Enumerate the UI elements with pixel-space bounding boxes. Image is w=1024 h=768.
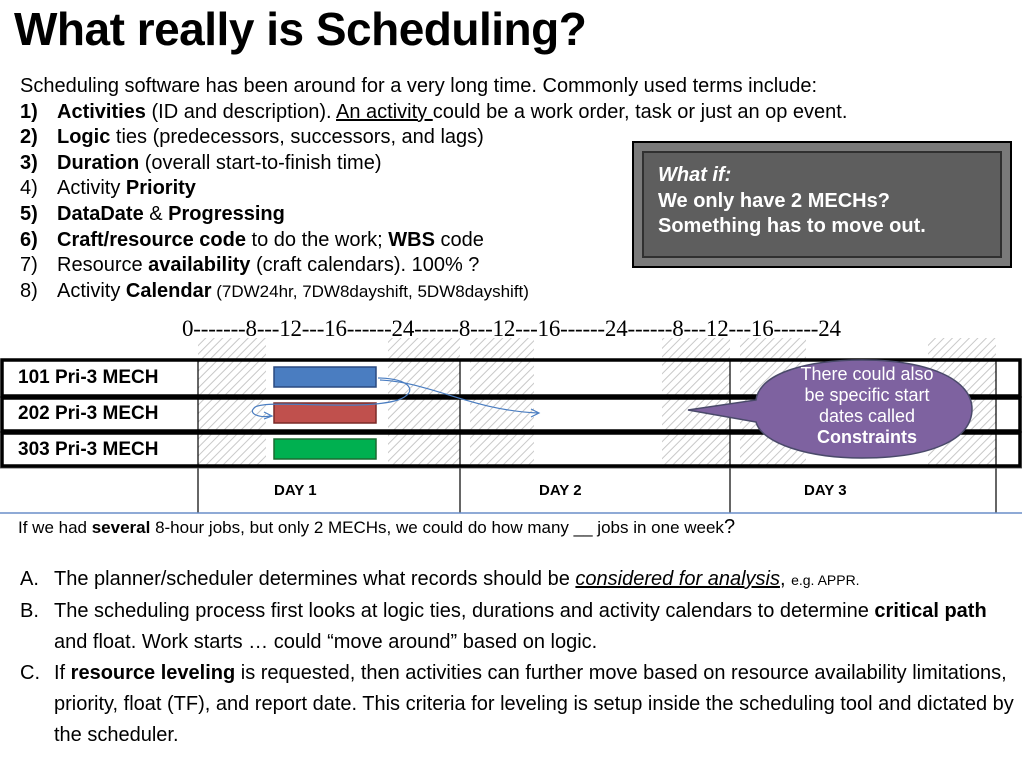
gantt-row-frame: [0, 396, 1022, 433]
activity-bar-303: [273, 438, 377, 460]
night-hatch: [470, 338, 534, 466]
what-if-line-3: Something has to move out.: [658, 215, 926, 238]
callout-text: There could also be specific start dates…: [800, 364, 934, 447]
logic-tie-arrow: [379, 379, 539, 414]
intro-item-7: 7) Resource availability (craft calendars…: [20, 254, 480, 277]
day-label-1: DAY 1: [274, 482, 317, 499]
day-label-3: DAY 3: [804, 482, 847, 499]
row-label-202: 202 Pri-3 MECH: [18, 403, 159, 424]
scheduling-steps-list: A. The planner/scheduler determines what …: [20, 564, 1020, 751]
night-hatch: [388, 338, 460, 466]
intro-item-2: 2) Logic ties (predecessors, successors, …: [20, 126, 484, 149]
grid-lines: [0, 360, 1022, 514]
arrow-head: [263, 411, 274, 420]
intro-lead: Scheduling software has been around for …: [20, 75, 818, 97]
night-hatch: [198, 338, 266, 466]
what-if-bevel: [642, 151, 1002, 258]
gantt-chart: [0, 338, 1022, 514]
what-if-text: What if: We only have 2 MECHs? Something…: [658, 163, 926, 240]
intro-item-3: 3) Duration (overall start-to-finish time…: [20, 151, 382, 174]
logic-tie-arrow: [251, 377, 411, 418]
list-item-a: A. The planner/scheduler determines what …: [20, 568, 860, 590]
arrow-head: [530, 408, 541, 418]
gantt-row-frame: [0, 358, 1022, 398]
page-title: What really is Scheduling?: [14, 3, 587, 55]
intro-item-6: 6) Craft/resource code to do the work; WB…: [20, 228, 484, 251]
weekly-jobs-question: If we had several 8-hour jobs, but only …: [18, 516, 736, 538]
list-item-b: B. The scheduling process first looks at …: [20, 600, 987, 653]
night-hatch: [662, 338, 730, 466]
intro-item-4: 4) Activity Priority: [20, 177, 196, 200]
activity-bar-202: [273, 402, 377, 424]
logic-tie-arrows: [251, 377, 541, 420]
row-label-101: 101 Pri-3 MECH: [18, 367, 159, 388]
intro-item-5: 5) DataDate & Progressing: [20, 202, 285, 225]
activity-bar-101: [273, 366, 377, 388]
intro-list: Scheduling software has been around for …: [20, 74, 1010, 304]
what-if-heading: What if:: [658, 164, 732, 186]
intro-item-1: 1) Activities (ID and description). An ac…: [20, 100, 848, 123]
day-label-2: DAY 2: [539, 482, 582, 499]
gantt-row-frames: [0, 358, 1022, 468]
gantt-row-frame: [0, 431, 1022, 468]
intro-item-8: 8) Activity Calendar (7DW24hr, 7DW8dayshi…: [20, 279, 529, 302]
constraints-callout: [687, 359, 973, 459]
list-item-c: C. If resource leveling is requested, the…: [20, 662, 1014, 746]
row-label-303: 303 Pri-3 MECH: [18, 439, 159, 460]
what-if-box: What if: We only have 2 MECHs? Something…: [632, 141, 1012, 268]
hour-timeline: 0-------8---12---16------24------8---12-…: [182, 316, 841, 341]
what-if-line-2: We only have 2 MECHs?: [658, 189, 890, 212]
